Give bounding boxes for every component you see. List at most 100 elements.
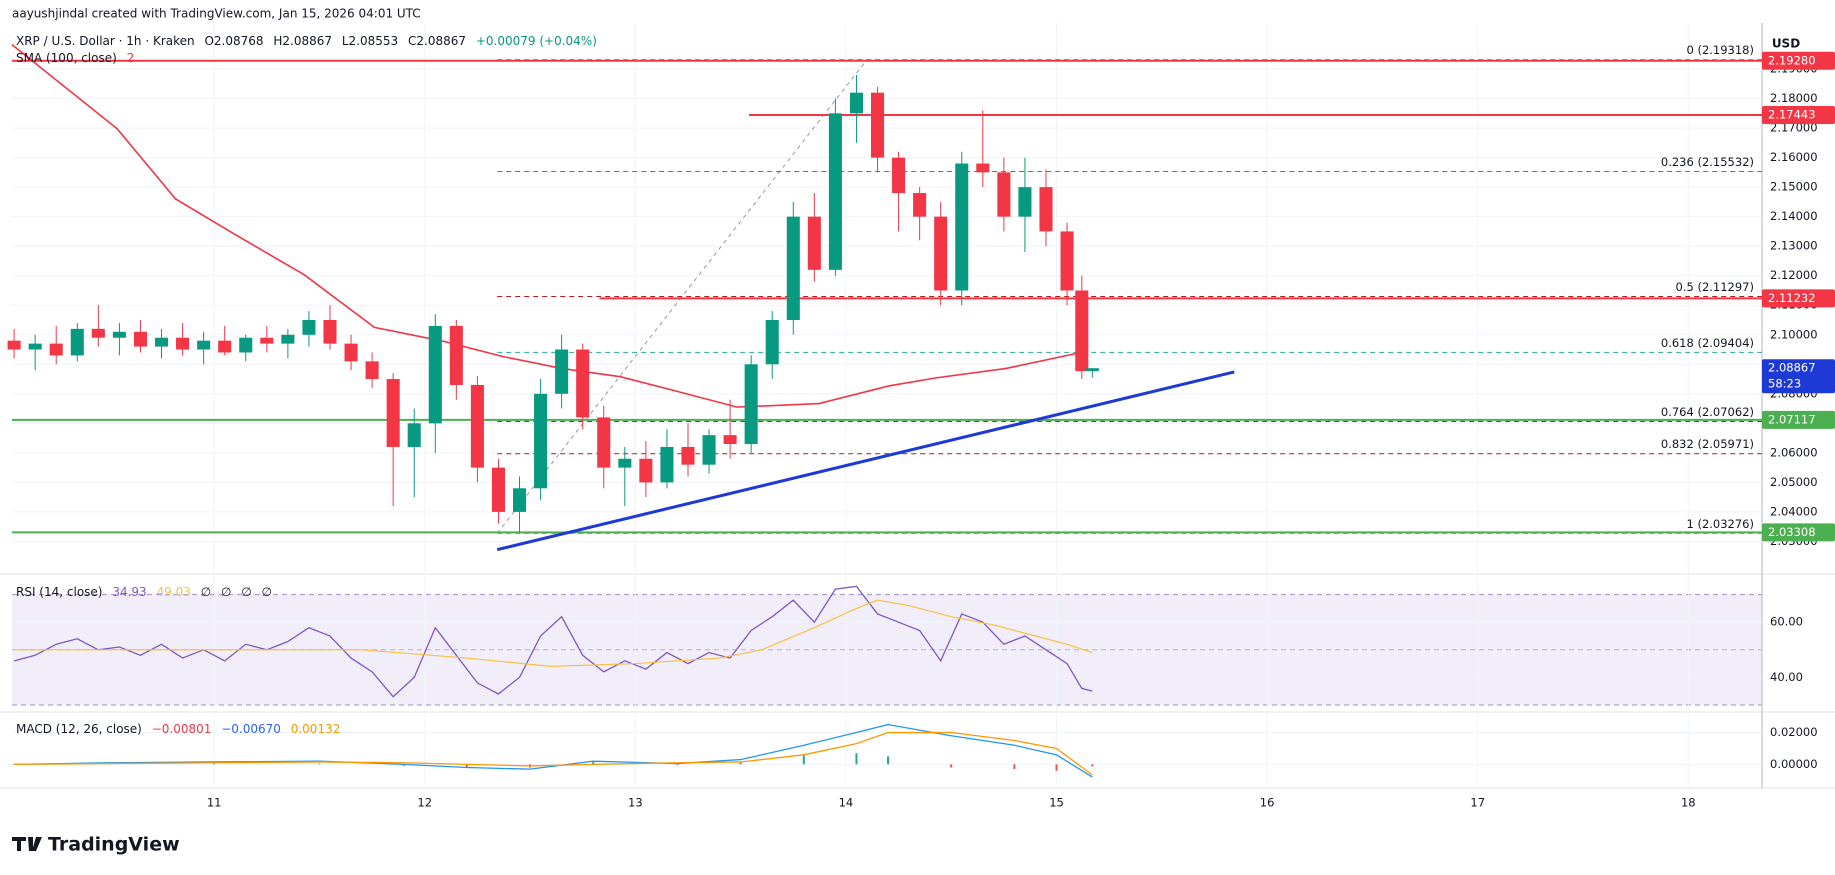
price-box [1762,410,1835,429]
candle-body [849,92,863,114]
candle-body [260,337,274,344]
price-box [1762,51,1835,70]
macd-hist [950,764,953,768]
candle-body [154,337,169,347]
macd-hist [739,761,742,765]
candle-body [597,417,611,468]
rsi-title: RSI (14, close) [16,585,102,599]
fib-label: 0.236 (2.15532) [1661,155,1754,169]
macd-hist [318,763,321,765]
candle-body [955,163,969,291]
currency: USD [1772,37,1800,51]
x-tick-label: 11 [207,796,222,810]
ohlc: L2.08553 [342,34,398,48]
rsi-line [13,585,1093,698]
macd-hist [465,764,468,768]
symbol-title: XRP / U.S. Dollar · 1h · Kraken [16,34,195,48]
fib-label: 1 (2.03276) [1686,517,1754,531]
candle-body [28,343,42,350]
price-tick-label: 2.15000 [1770,180,1818,194]
candle-body [49,343,63,356]
candle-body [365,361,379,380]
fib-label: 0 (2.19318) [1686,43,1754,57]
price-box-label: 2.03308 [1768,525,1816,539]
macd-value: −0.00670 [221,722,281,736]
fib-label: 0.5 (2.11297) [1676,280,1754,294]
candle-body [618,458,632,468]
candle-body [218,340,232,353]
candle-body [744,364,758,445]
candle-body [1060,231,1074,291]
price-box-label: 2.07117 [1768,412,1816,426]
candle-body [639,458,653,483]
rsi-tick-label: 60.00 [1770,615,1803,629]
macd-hist [676,764,679,766]
candle-body [428,325,442,424]
x-tick-label: 17 [1470,796,1485,810]
rsi-ma-value: 49.03 [157,585,191,599]
brand-logo: TradingView [12,834,180,856]
candle-body [997,172,1011,217]
candle-body [386,379,400,447]
price-tick-label: 2.12000 [1770,268,1818,282]
candle-body [913,193,927,217]
rsi-tick-label: 40.00 [1770,670,1803,684]
candle-body [681,446,695,465]
macd-hist [802,754,805,765]
x-tick-label: 13 [628,796,643,810]
candle-body [7,340,21,350]
candle-body [112,331,126,338]
candle-body [1018,187,1032,217]
rsi-legend: RSI (14, close) 34.93 49.03 ∅ ∅ ∅ ∅ [16,585,272,599]
header: aayushjindal created with TradingView.co… [12,7,421,21]
candle-body [281,334,295,344]
candle-body [786,216,800,321]
price-tick-label: 2.14000 [1770,209,1818,223]
candle-body [1085,368,1099,372]
fib-label: 0.764 (2.07062) [1661,405,1754,419]
candle-body [723,435,737,445]
price-tick-label: 2.17000 [1770,121,1818,135]
candle-body [197,340,211,350]
macd-hist [1091,764,1094,767]
candle-body [892,157,906,194]
change: +0.00079 (+0.04%) [476,34,597,48]
logo-mark [12,837,42,851]
candle-body [91,328,105,338]
fib-label: 0.618 (2.09404) [1661,336,1754,350]
price-tick-label: 2.18000 [1770,91,1818,105]
candle-body [512,488,527,512]
rsi-value: 34.93 [112,585,146,599]
candle-body [302,320,316,335]
macd-hist [1055,764,1058,771]
price-tick-label: 2.13000 [1770,239,1818,253]
brand: TradingView [48,834,180,856]
candle-body [828,113,842,270]
candle-body [491,467,505,512]
macd-tick-label: 0.00000 [1770,757,1818,771]
price-box [1762,289,1835,308]
price-tick-label: 2.16000 [1770,150,1818,164]
sma-legend: SMA (100, close) 2 [16,51,134,65]
candle-body [1039,187,1053,232]
macd-value: 0.00132 [291,722,341,736]
macd-hist [402,764,405,766]
candle-body [576,349,590,418]
macd-hist [855,753,858,765]
price-tick-label: 2.06000 [1770,445,1818,459]
signal-line [14,731,1093,776]
macd-hist [592,761,595,765]
candle-body [70,328,84,356]
ohlc: C2.08867 [408,34,466,48]
candle-body [449,325,463,385]
x-tick-label: 14 [839,796,854,810]
rsi-empty: ∅ [241,585,251,599]
rsi-empty: ∅ [262,585,272,599]
rsi-empty: ∅ [221,585,231,599]
ohlc: O2.08768 [204,34,263,48]
ohlc: H2.08867 [273,34,332,48]
plot-area: 11121314151617182.030002.040002.050002.0… [0,23,1835,810]
